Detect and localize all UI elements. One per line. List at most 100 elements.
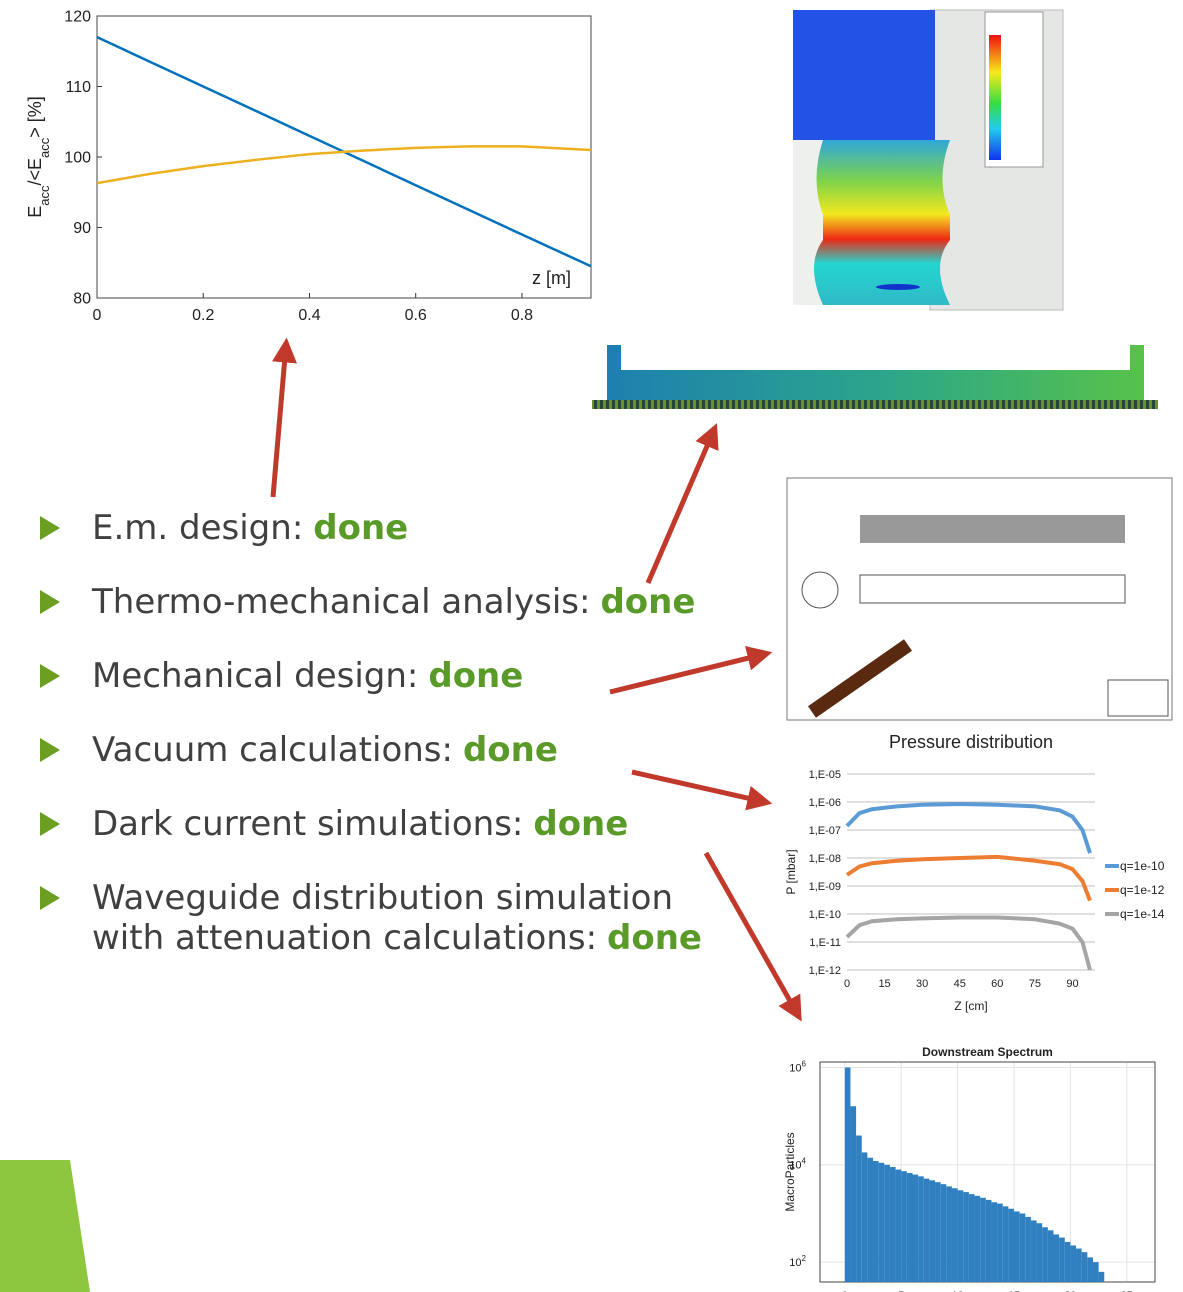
plot-frame [97, 16, 591, 298]
y-tick-label: 1,E-10 [809, 909, 841, 921]
chart-title: Pressure distribution [889, 732, 1053, 752]
histogram-bar [862, 1152, 868, 1282]
x-tick-label: 0.2 [192, 307, 214, 324]
x-tick-label: 90 [1066, 978, 1078, 990]
bullet-list: E.m. design:doneThermo-mechanical analys… [40, 508, 740, 992]
data-line [847, 857, 1090, 901]
y-axis-label-part: > [%] [25, 96, 45, 138]
y-tick-label: 106 [789, 1059, 806, 1074]
histogram-bar [969, 1194, 975, 1282]
bullet-marker [40, 590, 62, 614]
histogram-bar [941, 1184, 947, 1282]
x-axis-label: Z [cm] [954, 999, 987, 1013]
y-tick-label: 90 [73, 220, 91, 237]
bullet-status: done [600, 582, 695, 622]
thermal-bar [592, 345, 1158, 409]
y-axis-label: Eacc/<Eacc> [%] [25, 96, 52, 218]
field-simulation [793, 10, 1063, 310]
y-axis-label: P [mbar] [784, 849, 798, 894]
histogram-bar [918, 1176, 924, 1282]
bullet: Thermo-mechanical analysis:done [40, 582, 702, 622]
histogram-bar [963, 1192, 969, 1282]
histogram-bar [1059, 1238, 1065, 1282]
y-tick-label: 80 [73, 291, 91, 308]
x-tick-label: 75 [1029, 978, 1041, 990]
decor-shape [0, 1160, 90, 1292]
histogram-bar [873, 1161, 879, 1282]
histogram-bar [1076, 1249, 1082, 1282]
y-tick-label: 120 [64, 9, 91, 26]
y-tick-exponent: 2 [802, 1254, 807, 1263]
bullet: E.m. design:done [40, 508, 702, 548]
histogram-bar [856, 1136, 862, 1282]
y-tick-exponent: 4 [802, 1157, 807, 1166]
histogram-bar [1020, 1213, 1026, 1282]
y-tick-label: 1,E-12 [809, 965, 841, 977]
histogram-bar [980, 1198, 986, 1282]
histogram-bar [901, 1171, 907, 1282]
histogram-bar [1031, 1220, 1037, 1282]
bullet: Dark current simulations:done [40, 804, 702, 844]
histogram-bar [1003, 1206, 1009, 1282]
bullet-status: done [607, 918, 702, 958]
bullet-label: Dark current simulations: [92, 804, 523, 844]
histogram-bar [935, 1182, 941, 1282]
histogram-bar [952, 1188, 958, 1282]
x-tick-label: 0 [93, 307, 102, 324]
bullet: Waveguide distribution simulation with a… [40, 878, 702, 958]
histogram-bar [1008, 1209, 1014, 1282]
histogram-bar [912, 1175, 918, 1282]
mechanical-drawing [787, 478, 1172, 720]
histogram-bar [890, 1167, 896, 1282]
y-tick-label: 1,E-06 [809, 797, 841, 809]
histogram-bar [1087, 1257, 1093, 1282]
histogram-bar [850, 1106, 856, 1282]
histogram-bar [1093, 1262, 1099, 1282]
y-tick-label: 1,E-09 [809, 881, 841, 893]
histogram-bar [1053, 1234, 1059, 1282]
x-tick-label: 0.4 [298, 307, 320, 324]
histogram-bar [1014, 1211, 1020, 1282]
y-tick-label: 110 [65, 79, 91, 96]
data-line [847, 804, 1090, 853]
histogram-bar [879, 1163, 885, 1282]
histogram-bar [1065, 1242, 1071, 1282]
histogram-bar [1082, 1252, 1088, 1282]
chart: 1021041060510152025Downstream SpectrumMa… [783, 1045, 1155, 1292]
chart: 1,E-121,E-111,E-101,E-091,E-081,E-071,E-… [784, 732, 1165, 1013]
x-tick-label: 0.8 [511, 307, 533, 324]
x-axis-label: z [m] [532, 268, 571, 288]
x-tick-label: 15 [878, 978, 890, 990]
histogram-bar [845, 1068, 851, 1282]
y-tick-label: 1,E-05 [809, 769, 841, 781]
histogram-bar [1025, 1217, 1031, 1282]
legend-label: q=1e-12 [1120, 883, 1165, 897]
bullet-label: Thermo-mechanical analysis: [92, 582, 590, 622]
histogram-bar [867, 1158, 873, 1282]
histogram-bar [1099, 1272, 1105, 1282]
bullet-label: Mechanical design: [92, 656, 418, 696]
histogram-bar [986, 1200, 992, 1282]
x-tick-label: 60 [991, 978, 1003, 990]
bullet-status: done [533, 804, 628, 844]
y-tick-exponent: 6 [802, 1059, 807, 1068]
data-line [847, 917, 1090, 970]
bullet-label: E.m. design: [92, 508, 303, 548]
chart-title: Downstream Spectrum [922, 1045, 1053, 1059]
histogram-bar [907, 1173, 913, 1282]
y-axis-label-subscript: acc [37, 137, 52, 158]
histogram-bar [1042, 1227, 1048, 1282]
y-tick-label: 100 [64, 150, 91, 167]
histogram-bar [946, 1186, 952, 1282]
bullet-status: done [313, 508, 408, 548]
histogram-bar [1048, 1230, 1054, 1282]
bullet-label: Vacuum calculations: [92, 730, 453, 770]
y-axis-label-part: /<E [25, 158, 45, 186]
legend-label: q=1e-14 [1120, 907, 1165, 921]
histogram-bar [1070, 1245, 1076, 1282]
histogram-bar [929, 1180, 935, 1282]
histogram-bar [1037, 1223, 1043, 1282]
x-tick-label: 45 [954, 978, 966, 990]
legend-label: q=1e-10 [1120, 859, 1165, 873]
